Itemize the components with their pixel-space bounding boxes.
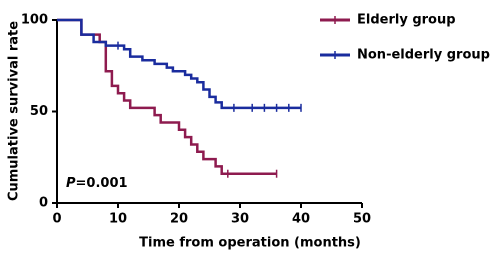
x-tick-label: 20	[170, 212, 188, 227]
y-tick-label: 0	[39, 196, 48, 211]
annotation: P=0.001	[66, 176, 128, 191]
x-tick-label: 30	[231, 212, 249, 227]
y-axis-label: Cumulative survival rate	[7, 21, 22, 201]
y-tick-label: 50	[30, 104, 48, 119]
x-tick-label: 40	[292, 212, 310, 227]
survival-curve	[57, 18, 301, 110]
x-axis-label: Time from operation (months)	[139, 236, 361, 251]
legend-label: Elderly group	[357, 13, 456, 28]
x-tick-label: 10	[109, 212, 127, 227]
x-tick-label: 0	[52, 212, 61, 227]
legend-label: Non-elderly group	[357, 48, 490, 63]
x-tick-label: 50	[353, 212, 371, 227]
y-tick-label: 100	[21, 13, 48, 28]
annotation-p: P	[66, 176, 76, 191]
survival-curve	[57, 18, 277, 175]
annotation-value: =0.001	[76, 176, 128, 191]
